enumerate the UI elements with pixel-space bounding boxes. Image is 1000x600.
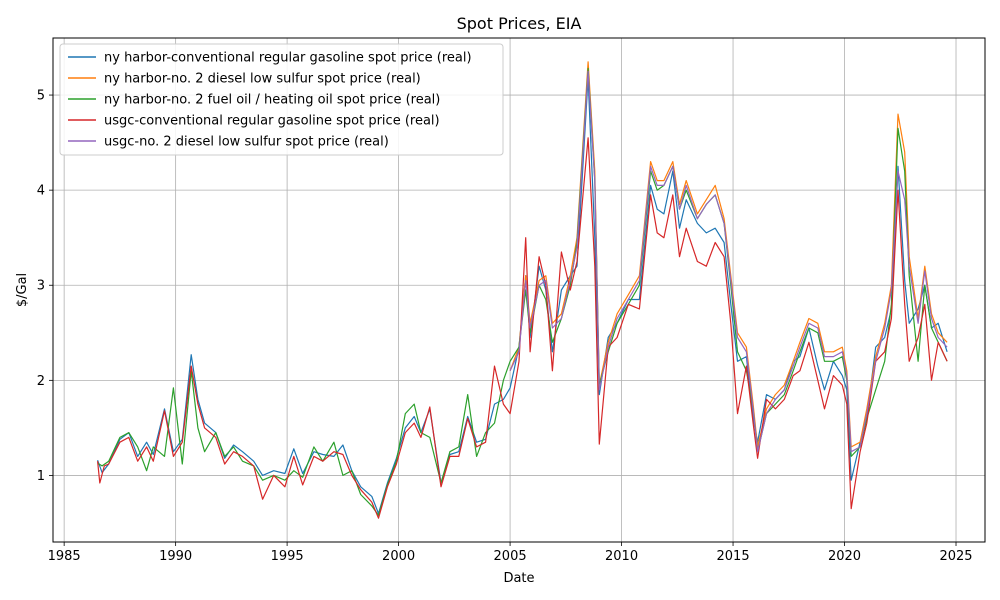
x-tick-label: 2010 xyxy=(605,549,638,564)
series-line-3 xyxy=(97,67,948,516)
legend-label: usgc-conventional regular gasoline spot … xyxy=(104,114,440,129)
chart-title: Spot Prices, EIA xyxy=(457,14,582,33)
y-axis-title: $/Gal xyxy=(15,273,30,307)
y-axis: 1 2 3 4 5 xyxy=(37,89,53,484)
x-tick-label: 2005 xyxy=(494,549,527,564)
x-tick-label: 2020 xyxy=(828,549,861,564)
x-axis: 1985 1990 1995 2000 2005 2010 2015 2020 2025 xyxy=(48,542,973,564)
plot-frame xyxy=(52,37,986,543)
series-layer xyxy=(97,61,948,519)
y-tick-label: 1 xyxy=(37,469,45,484)
x-tick-label: 2000 xyxy=(382,549,415,564)
x-axis-title: Date xyxy=(503,571,534,586)
legend-label: ny harbor-no. 2 diesel low sulfur spot p… xyxy=(104,72,421,87)
y-tick-label: 5 xyxy=(37,89,45,104)
series-line-5 xyxy=(509,70,948,453)
legend-label: usgc-no. 2 diesel low sulfur spot price … xyxy=(104,135,389,150)
x-tick-label: 2015 xyxy=(717,549,750,564)
legend-label: ny harbor-conventional regular gasoline … xyxy=(104,51,472,66)
legend-label: ny harbor-no. 2 fuel oil / heating oil s… xyxy=(104,93,440,108)
legend: ny harbor-conventional regular gasoline … xyxy=(59,43,504,156)
legend-box xyxy=(59,43,504,156)
y-tick-label: 4 xyxy=(37,184,45,199)
x-tick-label: 1985 xyxy=(48,549,81,564)
x-tick-label: 1995 xyxy=(271,549,304,564)
series-line-4 xyxy=(97,137,948,519)
x-tick-label: 2025 xyxy=(939,549,972,564)
y-tick-label: 2 xyxy=(37,374,45,389)
x-tick-label: 1990 xyxy=(159,549,192,564)
y-tick-label: 3 xyxy=(37,279,45,294)
